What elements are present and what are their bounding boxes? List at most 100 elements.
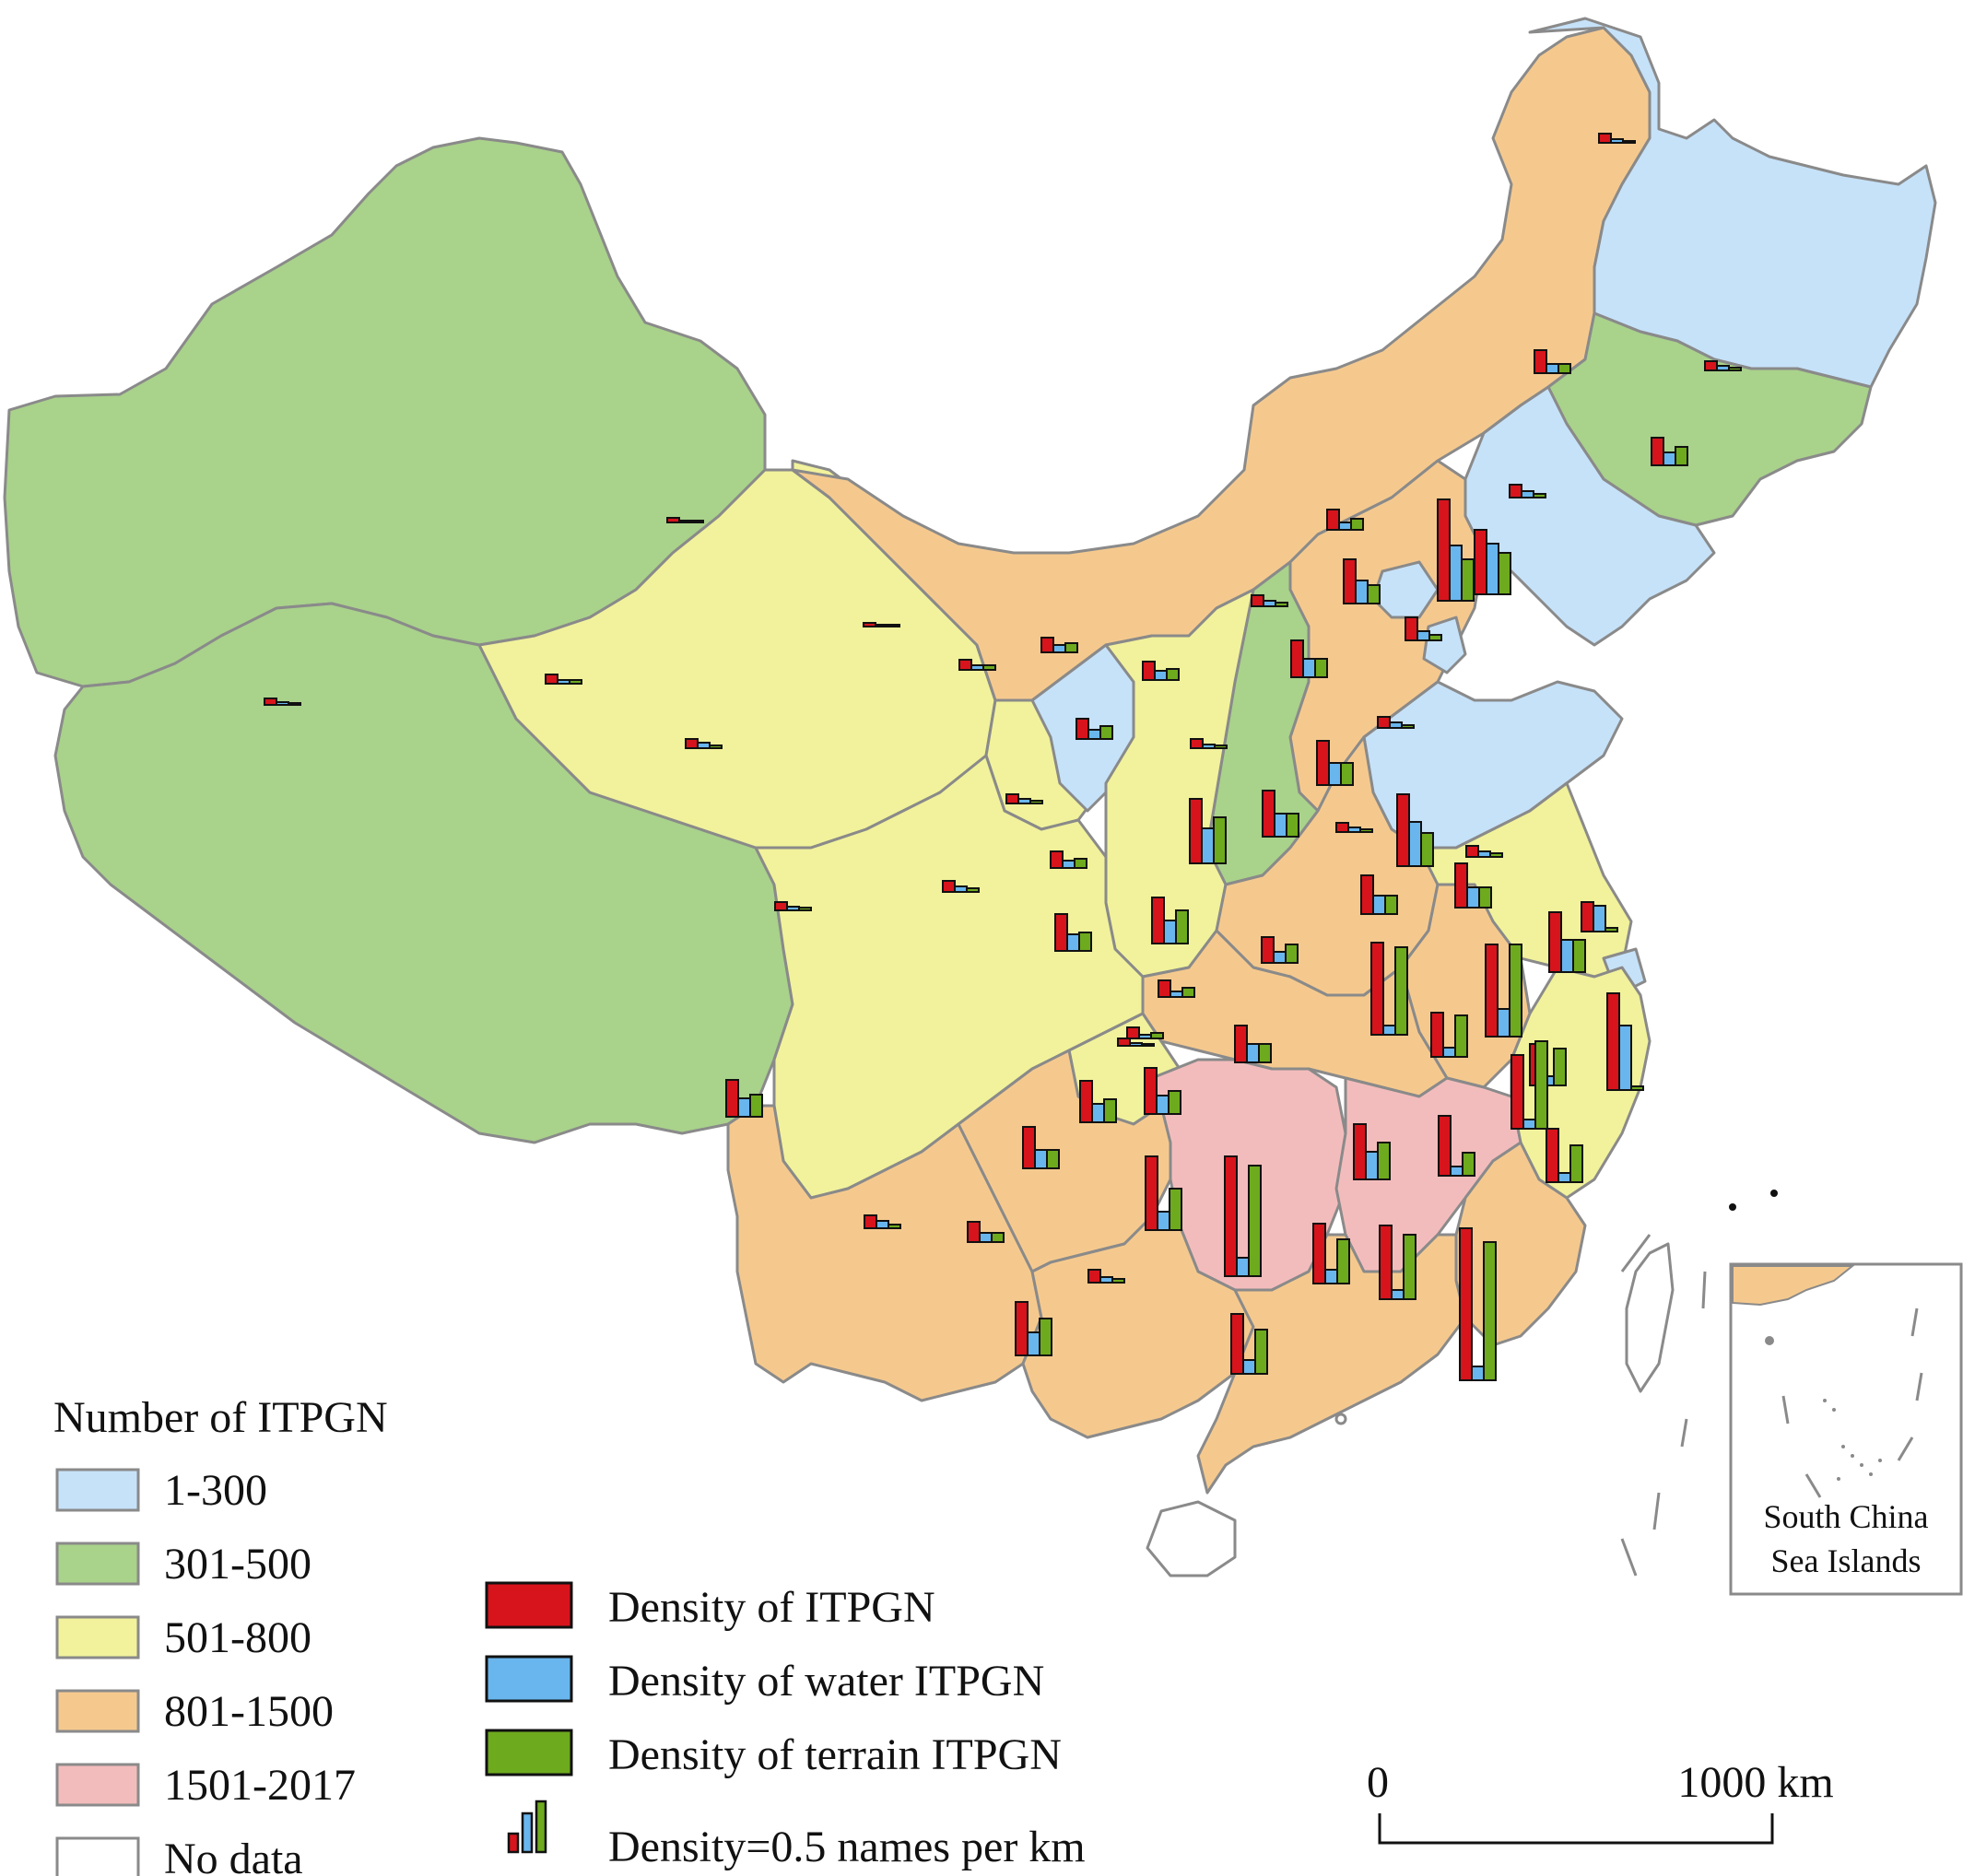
bar-density-water: [1716, 365, 1730, 371]
bar-density-itpgn: [264, 698, 277, 706]
legend-class-swatch: [55, 1836, 140, 1876]
bar-density-terrain: [1074, 858, 1087, 869]
bar-density-terrain: [1533, 493, 1546, 498]
bar-density-terrain: [1336, 1238, 1350, 1284]
bar-density-water: [1522, 1119, 1536, 1130]
bar-density-water: [678, 520, 692, 523]
bar-density-water: [1087, 729, 1101, 740]
bar-density-itpgn: [1437, 498, 1451, 602]
bar-density-terrain: [1340, 762, 1354, 786]
bar-density-itpgn: [725, 1079, 739, 1118]
bar-density-water: [1449, 545, 1463, 602]
bar-density-terrain: [1175, 909, 1189, 944]
bar-density-water: [1236, 1257, 1250, 1277]
bar-density-itpgn: [1370, 942, 1384, 1036]
bar-density-water: [1391, 1289, 1405, 1300]
bar-density-itpgn: [1126, 1026, 1140, 1039]
legend-density-swatch: [485, 1655, 573, 1703]
bar-density-itpgn: [863, 622, 876, 627]
bar-density-itpgn: [1050, 850, 1064, 869]
region-taiwan: [1625, 1242, 1675, 1393]
bar-density-itpgn: [1261, 936, 1275, 964]
bar-density-water: [1170, 991, 1183, 998]
bar-density-itpgn: [1430, 1012, 1444, 1058]
legend-class-title: Number of ITPGN: [53, 1393, 388, 1442]
bar-density-water: [1328, 762, 1342, 786]
bar-density-itpgn: [1509, 484, 1522, 498]
inset-south-china-sea: South China Sea Islands: [1729, 1262, 1963, 1596]
bar-density-itpgn: [1040, 637, 1054, 653]
bar-density-terrain: [1111, 1278, 1125, 1284]
bar-density-itpgn: [1079, 1080, 1093, 1123]
bar-density-terrain: [288, 702, 301, 706]
bar-density-terrain: [1181, 987, 1195, 998]
inset-label-line2: Sea Islands: [1771, 1542, 1922, 1579]
inset-frame: [1729, 1262, 1963, 1596]
bar-density-itpgn: [1474, 529, 1487, 595]
bar-density-water: [1389, 721, 1403, 729]
bar-density-itpgn: [1230, 1313, 1244, 1375]
bar-density-water: [1486, 543, 1499, 595]
maritime-boundaries: [1620, 1234, 1707, 1577]
bar-density-terrain: [1478, 886, 1492, 909]
bar-density-water: [1372, 895, 1386, 915]
bar-density-itpgn: [1290, 639, 1304, 678]
bar-density-water: [1338, 522, 1352, 531]
island-dots: [1729, 1190, 1778, 1211]
bar-density-itpgn: [1454, 862, 1468, 909]
bar-density-itpgn: [1015, 1301, 1029, 1356]
bar-density-water: [1365, 1151, 1379, 1180]
bar-density-itpgn: [1465, 845, 1479, 858]
bar-density-itpgn: [1534, 349, 1547, 374]
bar-density-terrain: [1498, 552, 1511, 595]
bar-density-itpgn: [1379, 1225, 1393, 1300]
bar-density-itpgn: [1189, 798, 1203, 864]
bar-density-water: [1347, 827, 1361, 833]
bar-density-itpgn: [1251, 594, 1264, 607]
bar-density-terrain: [1569, 1144, 1583, 1183]
region-tianjin: [1422, 616, 1467, 674]
bar-density-terrain: [991, 1232, 1005, 1243]
bar-density-water: [1201, 827, 1215, 864]
bar-density-water: [1091, 1103, 1105, 1123]
bar-density-itpgn: [1651, 437, 1664, 466]
bar-density-terrain: [1572, 939, 1586, 973]
bar-density-terrain: [1166, 668, 1180, 681]
bar-density-itpgn: [1262, 790, 1275, 838]
bar-density-itpgn: [1335, 822, 1349, 833]
bar-density-terrain: [749, 1094, 763, 1118]
bar-density-itpgn: [1326, 509, 1340, 531]
bar-density-terrain: [1039, 1318, 1052, 1356]
bar-density-water: [1163, 920, 1177, 944]
bar-density-itpgn: [1405, 616, 1418, 641]
bar-density-water: [1157, 1211, 1170, 1231]
bar-density-terrain: [1046, 1149, 1060, 1169]
bar-density-water: [876, 1220, 889, 1229]
bar-density-water: [1154, 670, 1168, 681]
bar-density-terrain: [1214, 745, 1228, 749]
bar-density-terrain: [1169, 1188, 1182, 1231]
bar-density-terrain: [966, 887, 980, 893]
bar-density-terrain: [1489, 852, 1503, 858]
bar-density-water: [1355, 580, 1369, 604]
bar-density-water: [1521, 490, 1534, 498]
bar-density-terrain: [1064, 642, 1078, 653]
bar-density-water: [1274, 813, 1287, 838]
bar-density-water: [1416, 630, 1430, 641]
bar-density-terrain: [1254, 1329, 1268, 1375]
bar-density-terrain: [1141, 1043, 1155, 1047]
bar-density-itpgn: [958, 659, 972, 671]
legend-class-label: 1501-2017: [164, 1761, 356, 1810]
bar-density-terrain: [1099, 725, 1113, 740]
bar-density-water: [1062, 860, 1076, 869]
bar-density-water: [1546, 363, 1559, 374]
bar-density-itpgn: [1076, 718, 1089, 740]
bar-density-water: [1052, 644, 1066, 653]
bar-density-water: [1246, 1043, 1260, 1063]
bar-density-itpgn: [1598, 133, 1612, 144]
bar-density-terrain: [1377, 1142, 1391, 1180]
bar-density-itpgn: [1581, 901, 1594, 932]
bar-density-water: [1324, 1269, 1338, 1284]
bar-density-itpgn: [1054, 913, 1068, 952]
